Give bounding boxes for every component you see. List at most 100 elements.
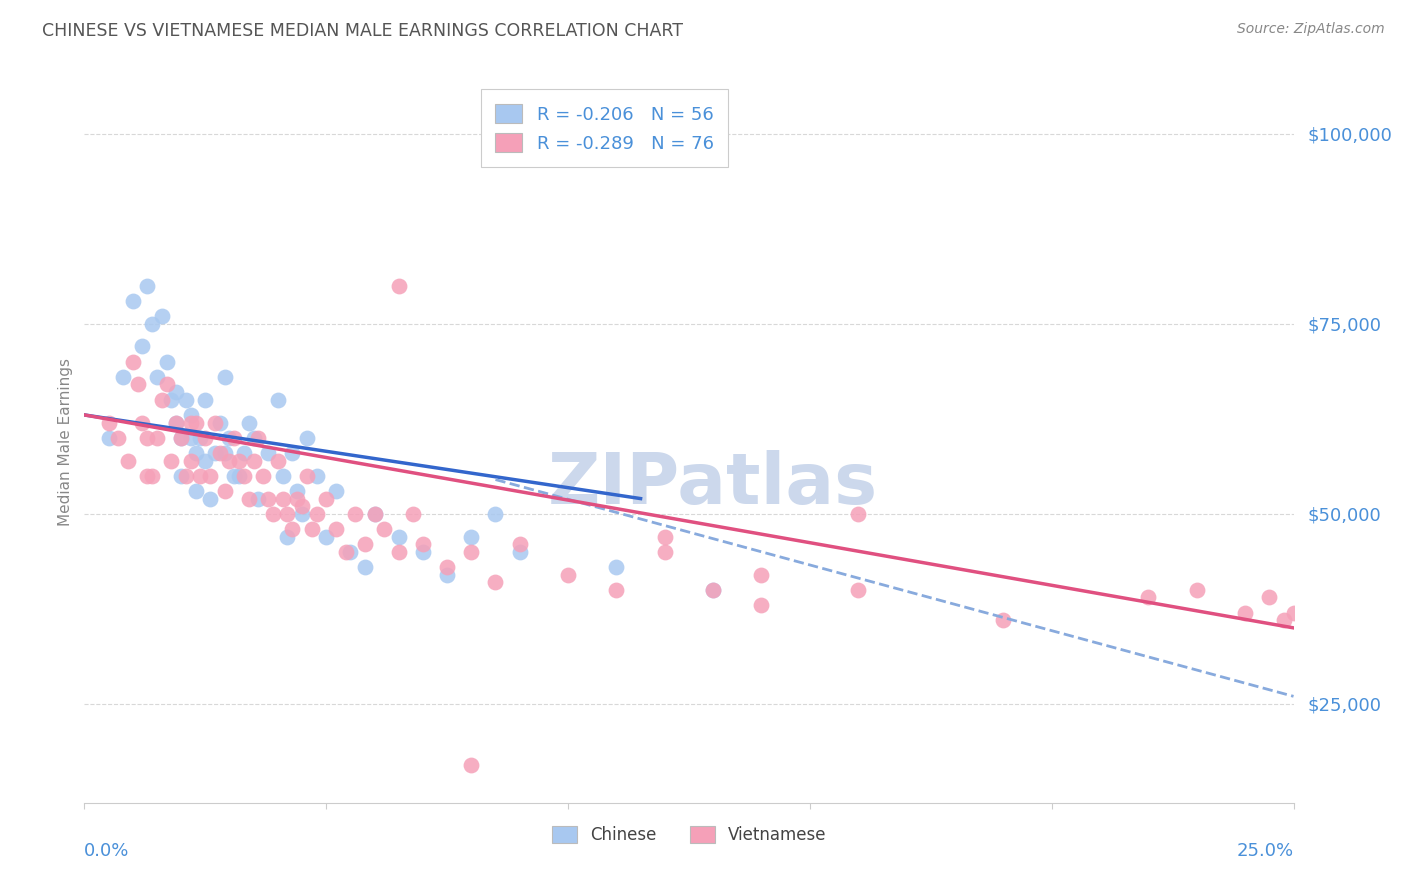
Point <box>295 431 318 445</box>
Point <box>127 377 149 392</box>
Point <box>150 392 173 407</box>
Point <box>180 453 202 467</box>
Point <box>993 613 1015 627</box>
Point <box>436 560 458 574</box>
Point <box>228 468 250 483</box>
Point <box>262 507 284 521</box>
Point <box>751 598 773 612</box>
Point <box>174 468 197 483</box>
Point <box>155 354 177 368</box>
Point <box>335 545 357 559</box>
Point <box>97 431 120 445</box>
Point <box>146 431 169 445</box>
Point <box>305 507 328 521</box>
Point <box>218 431 240 445</box>
Point <box>190 468 212 483</box>
Point <box>557 567 579 582</box>
Point <box>315 491 337 506</box>
Y-axis label: Median Male Earnings: Median Male Earnings <box>58 358 73 525</box>
Point <box>214 446 236 460</box>
Point <box>276 507 298 521</box>
Point <box>233 446 256 460</box>
Point <box>97 416 120 430</box>
Text: ZIPatlas: ZIPatlas <box>548 450 879 519</box>
Point <box>204 416 226 430</box>
Point <box>285 491 308 506</box>
Text: Source: ZipAtlas.com: Source: ZipAtlas.com <box>1237 22 1385 37</box>
Point <box>170 431 193 445</box>
Point <box>198 468 221 483</box>
Point <box>238 416 260 430</box>
Point <box>1137 591 1160 605</box>
Point <box>1185 582 1208 597</box>
Point <box>484 507 506 521</box>
Legend: Chinese, Vietnamese: Chinese, Vietnamese <box>543 817 835 852</box>
Point <box>460 530 482 544</box>
Point <box>605 582 627 597</box>
Point <box>121 354 143 368</box>
Point <box>242 431 264 445</box>
Point <box>281 522 304 536</box>
Point <box>325 483 347 498</box>
Point <box>121 293 143 308</box>
Point <box>315 530 337 544</box>
Point <box>267 392 290 407</box>
Point <box>654 530 676 544</box>
Point <box>257 491 280 506</box>
Point <box>344 507 367 521</box>
Point <box>285 483 308 498</box>
Point <box>180 408 202 422</box>
Point <box>354 537 377 551</box>
Point <box>751 567 773 582</box>
Point <box>165 385 187 400</box>
Point <box>267 453 290 467</box>
Point <box>141 317 163 331</box>
Point <box>388 545 411 559</box>
Point <box>224 468 246 483</box>
Point <box>136 468 159 483</box>
Point <box>339 545 361 559</box>
Point <box>131 416 153 430</box>
Point <box>208 446 231 460</box>
Point <box>170 431 193 445</box>
Point <box>247 431 270 445</box>
Point <box>238 491 260 506</box>
Point <box>388 278 411 293</box>
Point <box>107 431 129 445</box>
Point <box>180 416 202 430</box>
Point <box>460 757 482 772</box>
Point <box>295 468 318 483</box>
Point <box>247 491 270 506</box>
Point <box>165 416 187 430</box>
Point <box>117 453 139 467</box>
Point <box>184 483 207 498</box>
Point <box>136 278 159 293</box>
Point <box>271 468 294 483</box>
Point <box>1272 613 1295 627</box>
Point <box>1234 606 1257 620</box>
Point <box>605 560 627 574</box>
Point <box>214 370 236 384</box>
Point <box>204 446 226 460</box>
Point <box>412 545 434 559</box>
Point <box>363 507 385 521</box>
Point <box>160 392 183 407</box>
Point <box>509 545 531 559</box>
Point <box>436 567 458 582</box>
Point <box>165 416 187 430</box>
Point <box>846 582 869 597</box>
Point <box>325 522 347 536</box>
Point <box>373 522 395 536</box>
Point <box>291 499 314 513</box>
Point <box>252 468 274 483</box>
Point <box>271 491 294 506</box>
Point <box>112 370 135 384</box>
Point <box>190 431 212 445</box>
Point <box>242 453 264 467</box>
Point <box>233 468 256 483</box>
Point <box>160 453 183 467</box>
Point <box>194 453 217 467</box>
Point <box>141 468 163 483</box>
Point <box>155 377 177 392</box>
Point <box>702 582 724 597</box>
